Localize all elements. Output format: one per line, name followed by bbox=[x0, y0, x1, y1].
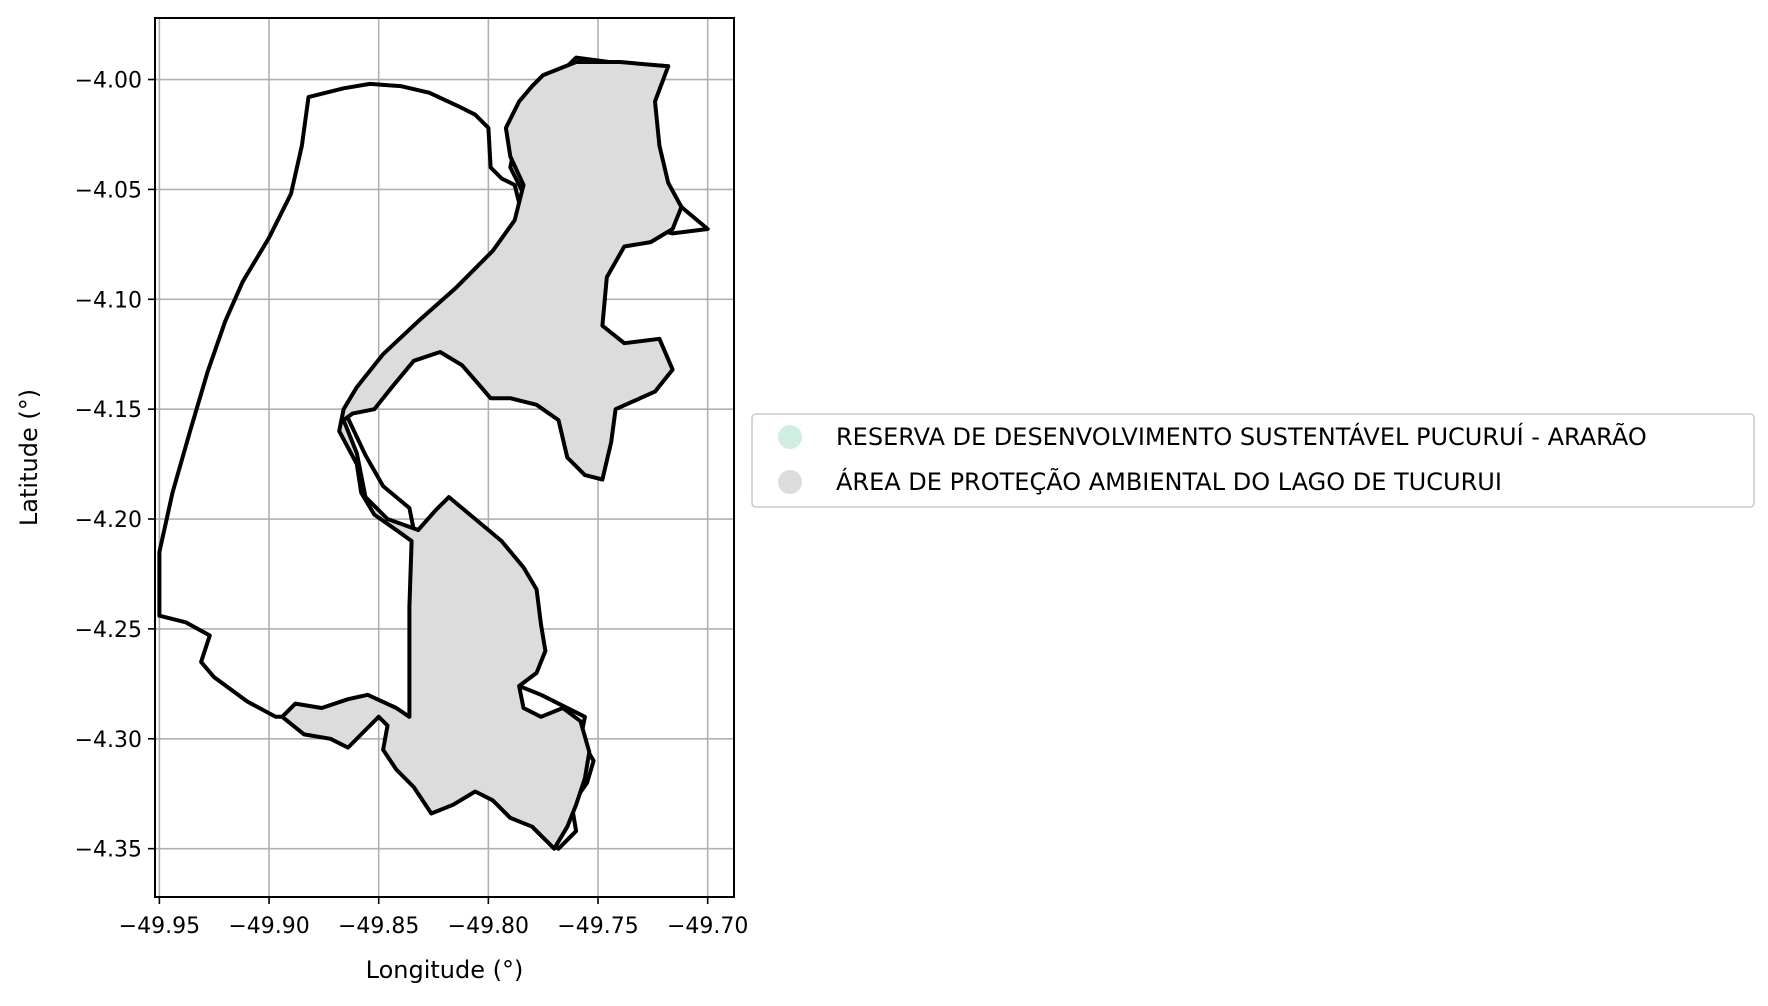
legend-marker-reserva bbox=[778, 425, 802, 449]
legend-box bbox=[751, 413, 1755, 508]
y-tick-label: −4.35 bbox=[75, 838, 142, 863]
x-axis-label: Longitude (°) bbox=[366, 956, 524, 984]
x-tick-label: −49.85 bbox=[338, 914, 419, 939]
legend-label-reserva: RESERVA DE DESENVOLVIMENTO SUSTENTÁVEL P… bbox=[836, 421, 1647, 451]
x-tick-label: −49.90 bbox=[228, 914, 309, 939]
legend-marker-apa bbox=[778, 470, 802, 494]
y-axis-label: Latitude (°) bbox=[15, 389, 43, 526]
x-tick-label: −49.80 bbox=[448, 914, 529, 939]
y-tick-label: −4.15 bbox=[75, 398, 142, 423]
area-apa-lago-tucurui bbox=[280, 60, 684, 851]
y-tick-label: −4.25 bbox=[75, 618, 142, 643]
x-tick-label: −49.95 bbox=[119, 914, 200, 939]
legend: RESERVA DE DESENVOLVIMENTO SUSTENTÁVEL P… bbox=[751, 413, 1755, 508]
x-tick-label: −49.75 bbox=[557, 914, 638, 939]
legend-label-apa: ÁREA DE PROTEÇÃO AMBIENTAL DO LAGO DE TU… bbox=[836, 466, 1502, 496]
y-tick-label: −4.10 bbox=[75, 288, 142, 313]
y-tick-label: −4.20 bbox=[75, 508, 142, 533]
x-tick-label: −49.70 bbox=[667, 914, 748, 939]
y-tick-label: −4.00 bbox=[75, 69, 142, 94]
plot-frame bbox=[154, 17, 735, 898]
axis-ticks: −49.95 −49.90 −49.85 −49.80 −49.75 −49.70 −4.0… bbox=[75, 69, 749, 939]
protected-areas bbox=[157, 55, 710, 851]
y-tick-label: −4.05 bbox=[75, 178, 142, 203]
y-tick-label: −4.30 bbox=[75, 728, 142, 753]
